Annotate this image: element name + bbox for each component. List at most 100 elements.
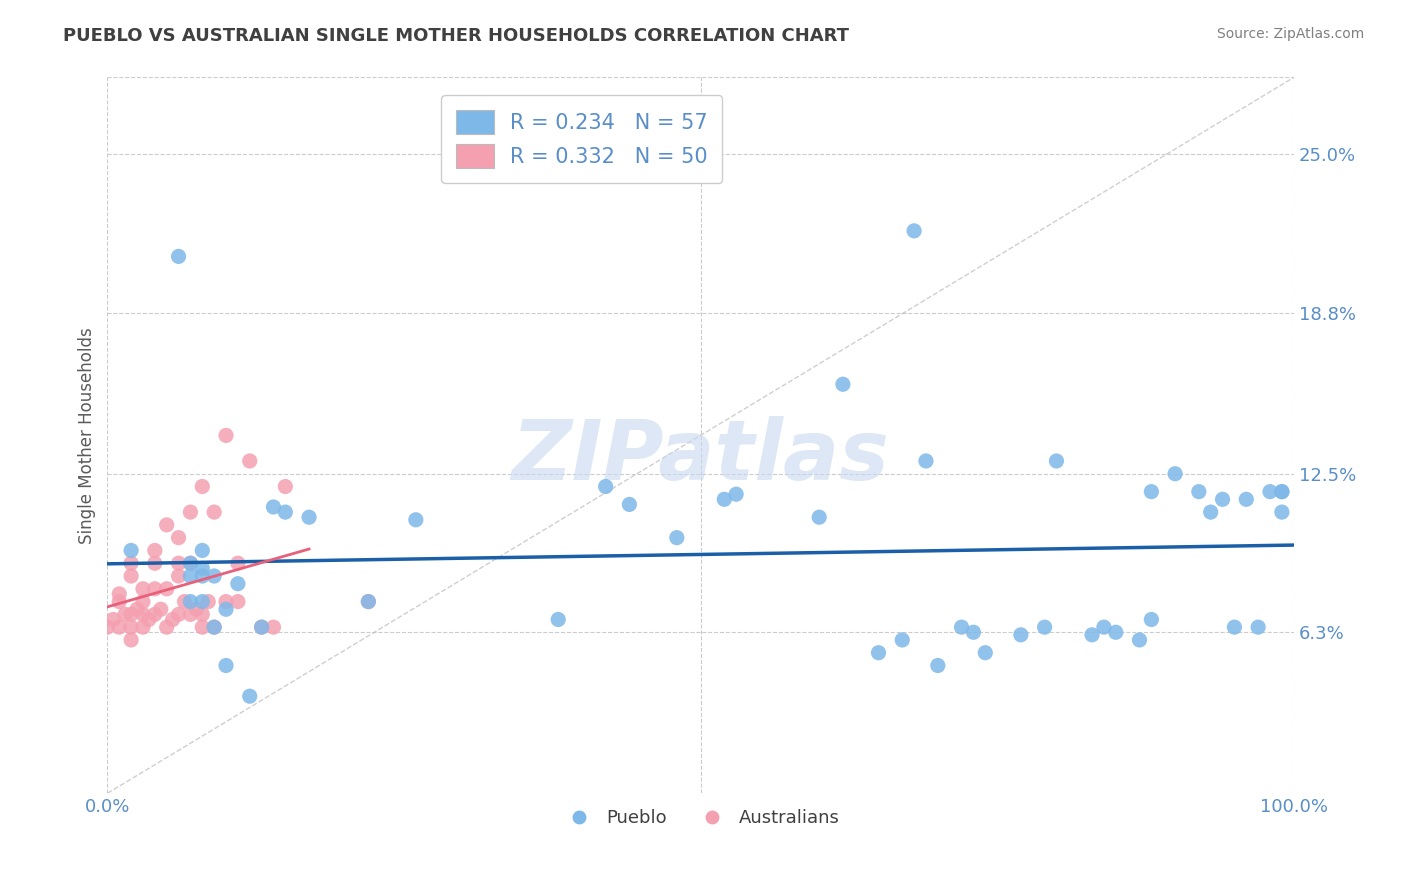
- Point: [1045, 454, 1067, 468]
- Point: [1164, 467, 1187, 481]
- Text: ZIPatlas: ZIPatlas: [512, 417, 890, 498]
- Point: [619, 498, 641, 512]
- Point: [808, 510, 831, 524]
- Point: [108, 594, 131, 608]
- Point: [202, 505, 225, 519]
- Point: [202, 620, 225, 634]
- Y-axis label: Single Mother Households: Single Mother Households: [79, 327, 96, 544]
- Point: [132, 582, 155, 596]
- Point: [1212, 492, 1234, 507]
- Point: [215, 602, 238, 616]
- Point: [832, 377, 855, 392]
- Point: [173, 594, 195, 608]
- Point: [1258, 484, 1281, 499]
- Point: [665, 531, 688, 545]
- Point: [595, 479, 617, 493]
- Point: [191, 561, 214, 575]
- Point: [215, 594, 238, 608]
- Point: [197, 594, 219, 608]
- Point: [1033, 620, 1056, 634]
- Point: [120, 607, 142, 622]
- Point: [191, 594, 214, 608]
- Point: [927, 658, 949, 673]
- Point: [274, 505, 297, 519]
- Point: [125, 602, 148, 616]
- Point: [167, 531, 190, 545]
- Point: [1010, 628, 1032, 642]
- Point: [202, 569, 225, 583]
- Point: [138, 612, 160, 626]
- Point: [108, 587, 131, 601]
- Point: [1140, 484, 1163, 499]
- Point: [179, 594, 201, 608]
- Point: [179, 505, 201, 519]
- Point: [298, 510, 321, 524]
- Point: [167, 569, 190, 583]
- Point: [156, 517, 179, 532]
- Point: [1223, 620, 1246, 634]
- Point: [120, 569, 142, 583]
- Point: [120, 556, 142, 570]
- Point: [250, 620, 273, 634]
- Point: [405, 513, 427, 527]
- Point: [132, 607, 155, 622]
- Point: [108, 620, 131, 634]
- Point: [162, 612, 184, 626]
- Point: [226, 556, 249, 570]
- Text: Source: ZipAtlas.com: Source: ZipAtlas.com: [1216, 27, 1364, 41]
- Point: [974, 646, 997, 660]
- Point: [120, 620, 142, 634]
- Point: [1199, 505, 1222, 519]
- Point: [179, 556, 201, 570]
- Point: [1271, 505, 1294, 519]
- Legend: Pueblo, Australians: Pueblo, Australians: [554, 802, 848, 834]
- Point: [1128, 632, 1150, 647]
- Point: [263, 620, 285, 634]
- Point: [167, 607, 190, 622]
- Point: [903, 224, 925, 238]
- Point: [167, 249, 190, 263]
- Point: [263, 500, 285, 514]
- Point: [226, 594, 249, 608]
- Point: [191, 569, 214, 583]
- Point: [725, 487, 748, 501]
- Point: [132, 620, 155, 634]
- Point: [179, 569, 201, 583]
- Point: [950, 620, 973, 634]
- Point: [167, 556, 190, 570]
- Point: [186, 602, 208, 616]
- Point: [239, 454, 262, 468]
- Point: [191, 620, 214, 634]
- Point: [226, 576, 249, 591]
- Point: [120, 632, 142, 647]
- Point: [357, 594, 380, 608]
- Point: [191, 607, 214, 622]
- Point: [120, 543, 142, 558]
- Point: [274, 479, 297, 493]
- Point: [143, 607, 166, 622]
- Point: [1081, 628, 1104, 642]
- Point: [962, 625, 984, 640]
- Text: PUEBLO VS AUSTRALIAN SINGLE MOTHER HOUSEHOLDS CORRELATION CHART: PUEBLO VS AUSTRALIAN SINGLE MOTHER HOUSE…: [63, 27, 849, 45]
- Point: [1188, 484, 1211, 499]
- Point: [179, 556, 201, 570]
- Point: [149, 602, 172, 616]
- Point: [250, 620, 273, 634]
- Point: [915, 454, 938, 468]
- Point: [891, 632, 914, 647]
- Point: [156, 582, 179, 596]
- Point: [1271, 484, 1294, 499]
- Point: [1105, 625, 1128, 640]
- Point: [357, 594, 380, 608]
- Point: [156, 620, 179, 634]
- Point: [1234, 492, 1257, 507]
- Point: [143, 582, 166, 596]
- Point: [179, 607, 201, 622]
- Point: [713, 492, 735, 507]
- Point: [547, 612, 569, 626]
- Point: [1247, 620, 1270, 634]
- Point: [1140, 612, 1163, 626]
- Point: [143, 543, 166, 558]
- Point: [143, 556, 166, 570]
- Point: [114, 607, 136, 622]
